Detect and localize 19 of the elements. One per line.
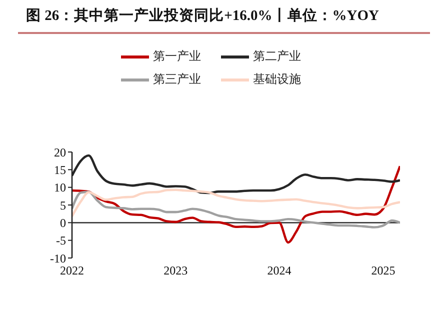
chart-title: 图 26：其中第一产业投资同比+16.0%丨单位：%YOY xyxy=(26,6,379,25)
y-tick-label: 20 xyxy=(54,145,66,160)
legend-label: 基础设施 xyxy=(253,71,301,88)
x-tick-label: 2022 xyxy=(60,264,84,278)
y-tick-label: 0 xyxy=(60,216,66,230)
y-tick-label: -5 xyxy=(56,234,66,248)
x-tick-label: 2023 xyxy=(164,264,188,278)
y-tick-label: 15 xyxy=(54,162,66,177)
x-tick-label: 2025 xyxy=(371,264,396,278)
legend-label: 第三产业 xyxy=(153,71,201,88)
y-tick-label: 5 xyxy=(60,198,66,212)
line-series xyxy=(72,190,400,228)
x-tick-label: 2024 xyxy=(267,264,292,278)
y-tick-label: 10 xyxy=(54,180,66,195)
legend-label: 第二产业 xyxy=(253,48,301,65)
line-series xyxy=(72,164,400,244)
legend-label: 第一产业 xyxy=(153,48,201,65)
y-tick-label: -10 xyxy=(50,251,66,266)
line-series xyxy=(72,188,400,218)
